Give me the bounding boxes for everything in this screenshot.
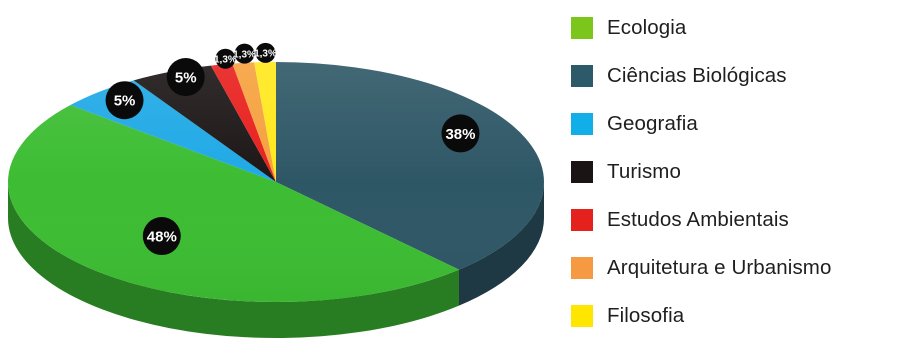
pie-label-text: 1,3% [254, 48, 277, 59]
pie-label-badge [234, 43, 255, 64]
pie-labels: 38%48%5%5%1,3%1,3%1,3% [105, 42, 480, 256]
pie-label-text: 5% [114, 93, 136, 110]
pie-sides [8, 182, 544, 338]
legend-item-geografia: Geografia [571, 100, 896, 148]
legend-label: Estudos Ambientais [607, 208, 789, 231]
legend-label: Turismo [607, 160, 681, 183]
legend-swatch [571, 161, 593, 183]
pie-label-badge [142, 217, 181, 256]
legend-item-ciencias-biologicas: Ciências Biológicas [571, 52, 896, 100]
legend-item-arquitetura-e-urbanismo: Arquitetura e Urbanismo [571, 244, 896, 292]
legend-label: Ecologia [607, 16, 687, 39]
legend-item-ecologia: Ecologia [571, 4, 896, 52]
pie-label-badge [105, 81, 144, 120]
legend-swatch [571, 257, 593, 279]
legend-swatch [571, 113, 593, 135]
legend: Ecologia Ciências Biológicas Geografia Turi… [571, 4, 896, 340]
pie-side-ciencias-biologicas [458, 182, 544, 306]
legend-item-filosofia: Filosofia [571, 292, 896, 340]
pie-top-shine [8, 62, 544, 302]
pie-label-filosofia: 1,3% [254, 42, 277, 63]
legend-item-estudos-ambientais: Estudos Ambientais [571, 196, 896, 244]
pie-chart: 38%48%5%5%1,3%1,3%1,3% [7, 42, 544, 338]
pie-label-badge [441, 114, 480, 153]
legend-swatch [571, 17, 593, 39]
pie-label-badge [215, 48, 236, 69]
legend-label: Geografia [607, 112, 698, 135]
pie-tops [7, 62, 544, 302]
pie-label-text: 1,3% [233, 49, 256, 60]
pie-label-ecologia: 48% [142, 217, 181, 256]
legend-swatch [571, 305, 593, 327]
pie-label-ciencias-biologicas: 38% [441, 114, 480, 153]
legend-label: Arquitetura e Urbanismo [607, 256, 832, 279]
legend-item-turismo: Turismo [571, 148, 896, 196]
pie-label-text: 38% [445, 126, 475, 143]
legend-swatch [571, 209, 593, 231]
pie-label-badge [166, 58, 205, 97]
pie-label-estudos-ambientais: 1,3% [214, 48, 237, 69]
pie-label-arquitetura-e-urbanismo: 1,3% [233, 43, 256, 64]
pie-label-turismo: 5% [166, 58, 205, 97]
legend-label: Filosofia [607, 304, 685, 327]
pie-label-geografia: 5% [105, 81, 144, 120]
legend-label: Ciências Biológicas [607, 64, 787, 87]
pie-label-text: 48% [147, 228, 177, 245]
pie-label-badge [255, 42, 276, 63]
legend-swatch [571, 65, 593, 87]
pie-label-text: 5% [175, 69, 197, 86]
pie-side-ecologia [8, 182, 459, 338]
pie-label-text: 1,3% [214, 54, 237, 65]
